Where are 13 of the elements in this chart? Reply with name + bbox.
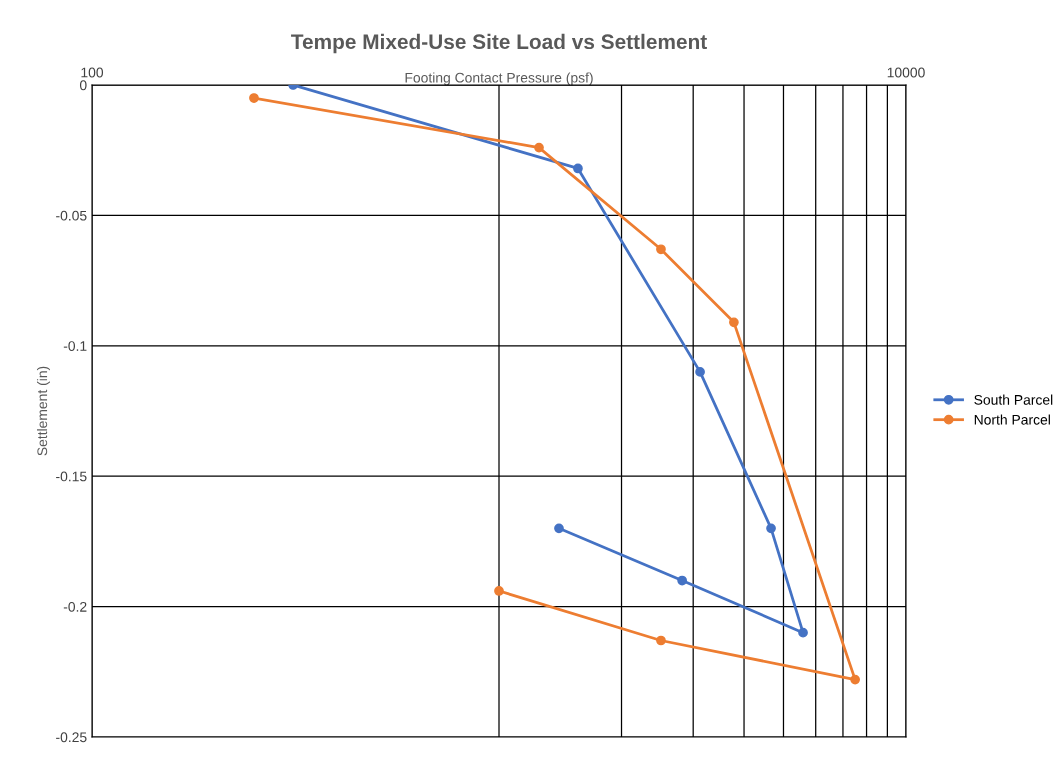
y-axis-title: Settlement (in) [36,366,50,456]
y-tick-label: -0.1 [63,341,87,351]
y-tick-label: -0.05 [56,210,87,221]
x-axis-title: Footing Contact Pressure (psf) [405,72,593,86]
y-tick-label: 0 [79,80,87,91]
legend-label: North Parcel [974,414,1050,425]
y-tick-label: -0.25 [56,732,87,743]
y-tick-label: -0.15 [56,471,87,482]
x-tick-label: 10000 [887,67,925,78]
legend-label: South Parcel [974,394,1053,405]
chart-title: Tempe Mixed-Use Site Load vs Settlement [291,33,707,54]
x-tick-label: 100 [81,67,104,78]
y-tick-label: -0.2 [63,601,87,612]
